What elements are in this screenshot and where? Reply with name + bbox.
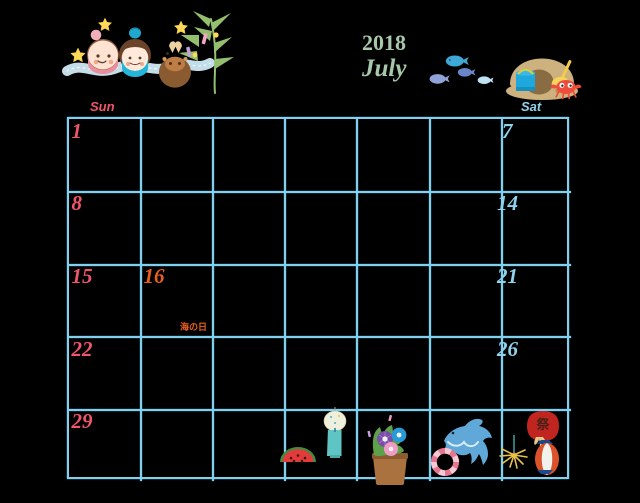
svg-text:祭: 祭 xyxy=(535,417,550,432)
